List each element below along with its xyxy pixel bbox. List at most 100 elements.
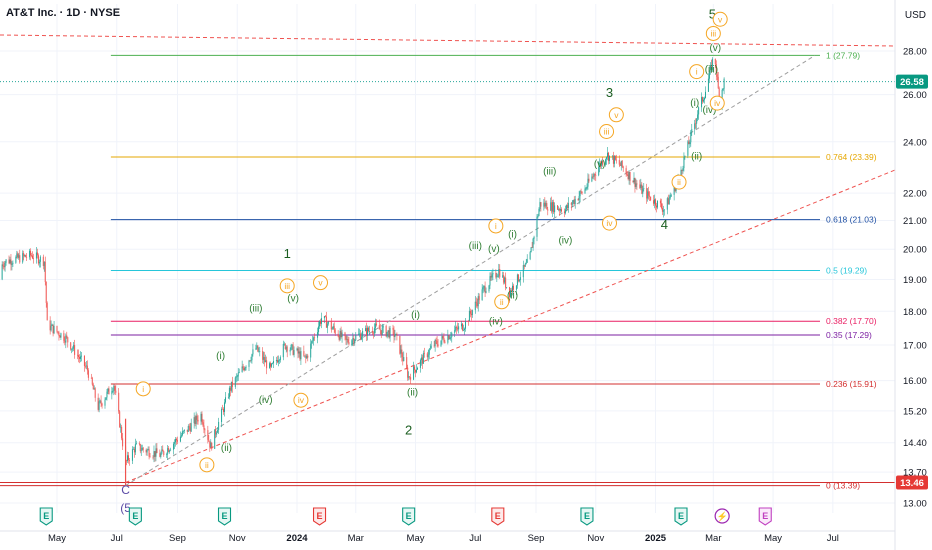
event-earnings-icon — [402, 507, 416, 526]
candle-body — [711, 58, 713, 70]
price-tag — [896, 475, 928, 490]
symbol-title[interactable]: AT&T Inc. · 1D · NYSE — [6, 7, 121, 19]
candle-body — [457, 328, 459, 330]
candle-body — [56, 325, 58, 332]
candle-body — [210, 442, 212, 448]
candle-body — [498, 269, 500, 276]
candle-body — [18, 255, 20, 258]
candle-body — [187, 426, 189, 432]
wave-label-circle — [689, 64, 705, 80]
candle-body — [282, 343, 284, 358]
event-label: E — [222, 511, 228, 521]
candle-body — [530, 247, 532, 253]
candle-body — [545, 203, 547, 207]
candle-body — [180, 435, 182, 437]
candle-body — [499, 269, 501, 278]
wave-label: (iv) — [489, 317, 503, 328]
candle-body — [104, 399, 106, 406]
candle-body — [258, 351, 260, 352]
candle-body — [339, 330, 341, 340]
candle-body — [387, 330, 389, 332]
candle-body — [701, 97, 703, 108]
candle-body — [570, 202, 572, 205]
event-earnings-icon — [128, 507, 142, 526]
candle-body — [633, 177, 635, 183]
wave-label-circle — [279, 278, 295, 294]
price-axis[interactable]: 13.00 13.70 14.40 15.20 16.00 17.00 18.00 19.00… — [894, 0, 928, 550]
candle-body — [142, 447, 144, 450]
candle-body — [516, 274, 518, 286]
event-label: E — [678, 511, 684, 521]
candle-body — [423, 353, 425, 354]
candle-body — [694, 123, 696, 130]
candle-body — [669, 196, 671, 199]
candle-body — [612, 155, 614, 164]
time-tick-label: May — [764, 533, 782, 544]
candle-body — [80, 356, 82, 359]
candle-body — [317, 332, 319, 338]
time-tick-label: Jul — [111, 533, 123, 544]
candle-body — [306, 355, 308, 359]
candle-body — [572, 200, 574, 203]
candle-body — [680, 169, 682, 177]
candle-body — [24, 255, 26, 256]
candle-body — [419, 360, 421, 368]
candle-body — [496, 276, 498, 278]
fib-label: 0.35 (17.29) — [826, 330, 872, 340]
wave-label: ii — [500, 297, 504, 307]
wave-label: (ii) — [221, 443, 232, 454]
event-label: E — [132, 511, 138, 521]
candle-body — [512, 285, 514, 290]
candle-body — [345, 336, 347, 340]
candle-body — [394, 335, 396, 337]
candle-body — [482, 287, 484, 290]
candle-body — [455, 326, 457, 331]
candle-body — [272, 363, 274, 364]
candle-body — [107, 388, 109, 392]
candle-body — [552, 202, 554, 212]
candle-body — [517, 274, 519, 282]
candle-body — [50, 325, 52, 331]
candle-body — [135, 443, 137, 445]
currency-label[interactable]: USD — [904, 10, 926, 21]
candle-body — [584, 188, 586, 194]
candle-body — [464, 328, 466, 330]
wave-label-circle — [709, 95, 725, 111]
candle-body — [566, 205, 568, 208]
candle-body — [389, 327, 391, 338]
candle-body — [670, 194, 672, 197]
candle-body — [3, 266, 5, 268]
wave-label: (iii) — [543, 167, 556, 178]
candle-body — [83, 355, 85, 366]
candle-body — [298, 351, 300, 354]
candle-body — [558, 209, 560, 210]
candle-body — [154, 451, 156, 457]
candle-body — [414, 366, 416, 370]
channel-lines — [0, 34, 896, 487]
wave-label: (iii) — [249, 303, 262, 314]
candle-body — [299, 351, 301, 360]
time-axis[interactable]: May Jul Sep Nov 2024 Mar May Jul Sep Nov 2025 Mar Ma… — [0, 530, 895, 544]
candle-body — [66, 335, 68, 338]
candle-body — [16, 253, 18, 257]
candle-body — [386, 331, 388, 337]
candle-body — [365, 328, 367, 331]
candle-body — [621, 160, 623, 167]
candle-body — [262, 350, 264, 360]
wave-label: (ii) — [691, 151, 702, 162]
candle-body — [524, 263, 526, 267]
candle-body — [698, 107, 700, 115]
candle-body — [469, 310, 471, 314]
candle-body — [433, 345, 435, 347]
candle-body — [231, 381, 233, 387]
candle-body — [523, 265, 525, 267]
candle-body — [722, 88, 724, 90]
candle-body — [476, 303, 478, 307]
wave-label: i — [696, 67, 698, 77]
candle-body — [168, 448, 170, 452]
candle-body — [5, 259, 7, 263]
candle-body — [434, 339, 436, 347]
candle-body — [224, 402, 226, 412]
candle-body — [628, 171, 630, 180]
